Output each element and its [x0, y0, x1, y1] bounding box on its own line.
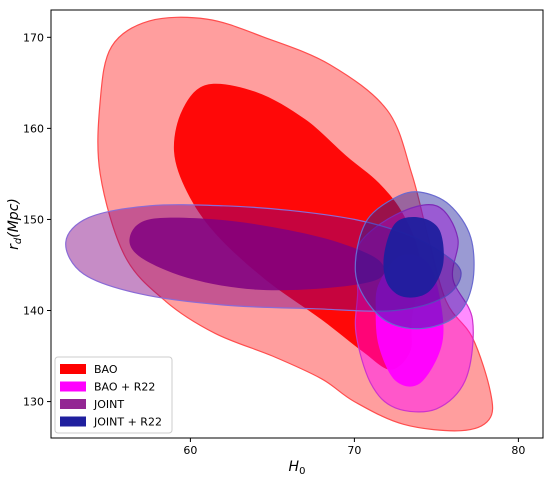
joint-r22-inner-contour [383, 217, 444, 298]
y-tick-label: 150 [23, 213, 44, 226]
legend-swatch-bao [60, 364, 86, 374]
plot-frame [50, 9, 544, 439]
joint-inner-contour [129, 217, 385, 291]
legend: BAO BAO + R22 JOINT JOINT + R22 [54, 356, 173, 434]
legend-label-bao: BAO [94, 363, 118, 376]
x-tick-label: 70 [347, 444, 361, 457]
x-tick-label: 80 [511, 444, 525, 457]
legend-swatch-bao-r22 [60, 381, 86, 392]
legend-label-joint-r22: JOINT + R22 [93, 416, 162, 429]
legend-swatch-joint [60, 399, 86, 409]
bao-inner-contour [173, 83, 421, 370]
y-tick-label: 140 [23, 305, 44, 318]
y-tick-label: 170 [23, 31, 44, 44]
x-tick-label: 60 [183, 444, 197, 457]
x-axis-label: H0 [289, 459, 306, 477]
legend-label-joint: JOINT [93, 398, 124, 411]
y-tick-label: 130 [23, 396, 44, 409]
legend-box [54, 356, 173, 434]
legend-swatch-joint-r22 [60, 416, 86, 427]
legend-label-bao-r22: BAO + R22 [94, 381, 155, 394]
y-axis-label: rd(Mpc) [6, 198, 24, 250]
y-axis-ticks: 130 140 150 160 170 [23, 31, 51, 409]
x-axis-ticks: 60 70 80 [183, 438, 525, 457]
contour-layer [65, 16, 494, 432]
y-tick-label: 160 [23, 122, 44, 135]
